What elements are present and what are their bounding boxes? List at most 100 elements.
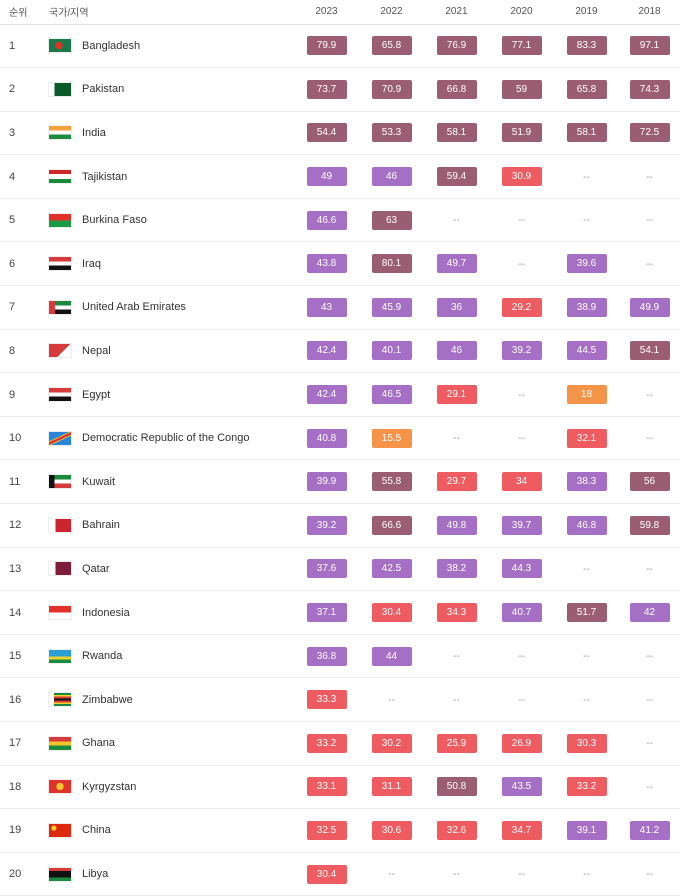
country-name[interactable]: Iraq [82, 257, 101, 270]
country-name[interactable]: Zimbabwe [82, 693, 133, 706]
value-badge: 54.4 [306, 123, 347, 143]
value-badge: 33.2 [566, 777, 607, 797]
country-name[interactable]: United Arab Emirates [82, 301, 186, 314]
country-name[interactable]: Indonesia [82, 606, 130, 619]
country-name[interactable]: India [82, 126, 106, 139]
table-row[interactable]: 5 Burkina Faso 46.6 63 -- -- -- -- [0, 198, 680, 242]
year-value-cell: -- [619, 765, 680, 809]
year-value-cell: -- [619, 678, 680, 722]
country-name[interactable]: Qatar [82, 562, 110, 575]
year-column-header[interactable]: 2020 [489, 0, 554, 25]
table-row[interactable]: 1 Bangladesh 79.9 65.8 76.9 77.1 83.3 97.1 [0, 24, 680, 68]
value-badge: 39.1 [566, 820, 607, 840]
value-badge: 40.7 [501, 603, 542, 623]
table-row[interactable]: 4 Tajikistan 49 46 59.4 30.9 -- -- [0, 155, 680, 199]
dr-congo-flag-icon [48, 430, 72, 446]
country-name[interactable]: Kyrgyzstan [82, 780, 137, 793]
country-name[interactable]: Kuwait [82, 475, 116, 488]
table-row[interactable]: 8 Nepal 42.4 40.1 46 39.2 44.5 54.1 [0, 329, 680, 373]
value-badge: 66.6 [371, 515, 412, 535]
libya-flag-icon [48, 866, 72, 882]
year-value-cell: 39.9 [294, 460, 359, 504]
year-column-header[interactable]: 2018 [619, 0, 680, 25]
value-badge: 44 [371, 646, 412, 666]
empty-value: -- [646, 651, 653, 663]
year-value-cell: 32.1 [554, 416, 619, 460]
table-row[interactable]: 10 Democratic Republic of the Congo 40.8 15… [0, 416, 680, 460]
table-row[interactable]: 2 Pakistan 73.7 70.9 66.8 59 65.8 74.3 [0, 68, 680, 112]
table-row[interactable]: 7 United Arab Emirates 43 45.9 36 29.2 38.9 49.… [0, 286, 680, 330]
table-row[interactable]: 6 Iraq 43.8 80.1 49.7 -- 39.6 -- [0, 242, 680, 286]
value-badge: 30.2 [371, 733, 412, 753]
year-value-cell: 37.6 [294, 547, 359, 591]
country-column-header[interactable]: 국가/지역 [48, 0, 294, 25]
year-value-cell: 97.1 [619, 24, 680, 68]
table-row[interactable]: 13 Qatar 37.6 42.5 38.2 44.3 -- -- [0, 547, 680, 591]
year-value-cell: 42 [619, 591, 680, 635]
country-name[interactable]: Bahrain [82, 519, 120, 532]
year-value-cell: 45.9 [359, 286, 424, 330]
year-value-cell: 44.3 [489, 547, 554, 591]
value-badge: 32.1 [566, 428, 607, 448]
year-column-header[interactable]: 2023 [294, 0, 359, 25]
year-value-cell: 46.8 [554, 504, 619, 548]
table-row[interactable]: 20 Libya 30.4 -- -- -- -- -- [0, 852, 680, 896]
empty-value: -- [518, 694, 525, 706]
tajikistan-flag-icon [48, 169, 72, 185]
value-badge: 25.9 [436, 733, 477, 753]
value-badge: 77.1 [501, 36, 542, 56]
value-badge: 39.2 [501, 341, 542, 361]
country-name[interactable]: Bangladesh [82, 39, 141, 52]
year-column-header[interactable]: 2022 [359, 0, 424, 25]
rank-cell: 2 [9, 83, 16, 96]
country-name[interactable]: China [82, 824, 111, 837]
table-row[interactable]: 15 Rwanda 36.8 44 -- -- -- -- [0, 634, 680, 678]
table-row[interactable]: 18 Kyrgyzstan 33.1 31.1 50.8 43.5 33.2 -- [0, 765, 680, 809]
table-row[interactable]: 14 Indonesia 37.1 30.4 34.3 40.7 51.7 42 [0, 591, 680, 635]
year-value-cell: -- [619, 852, 680, 896]
table-row[interactable]: 11 Kuwait 39.9 55.8 29.7 34 38.3 56 [0, 460, 680, 504]
empty-value: -- [453, 651, 460, 663]
year-column-header[interactable]: 2021 [424, 0, 489, 25]
country-name[interactable]: Pakistan [82, 83, 125, 96]
table-row[interactable]: 3 India 54.4 53.3 58.1 51.9 58.1 72.5 [0, 111, 680, 155]
year-column-header[interactable]: 2019 [554, 0, 619, 25]
year-value-cell: 42.4 [294, 329, 359, 373]
rank-cell: 7 [9, 301, 16, 314]
value-badge: 29.1 [436, 385, 477, 405]
value-badge: 59 [501, 79, 542, 99]
value-badge: 31.1 [371, 777, 412, 797]
year-value-cell: -- [619, 155, 680, 199]
empty-value: -- [518, 433, 525, 445]
country-name[interactable]: Libya [82, 868, 109, 881]
value-badge: 34.3 [436, 603, 477, 623]
empty-value: -- [518, 215, 525, 227]
country-name[interactable]: Democratic Republic of the Congo [82, 432, 250, 445]
year-value-cell: 42.4 [294, 373, 359, 417]
empty-value: -- [388, 694, 395, 706]
rank-column-header[interactable]: 순위 [0, 0, 48, 25]
table-row[interactable]: 19 China 32.5 30.6 32.6 34.7 39.1 41.2 [0, 809, 680, 853]
country-name[interactable]: Tajikistan [82, 170, 128, 183]
year-value-cell: 36.8 [294, 634, 359, 678]
value-badge: 30.3 [566, 733, 607, 753]
burkina-faso-flag-icon [48, 212, 72, 228]
country-name[interactable]: Egypt [82, 388, 111, 401]
year-value-cell: 43 [294, 286, 359, 330]
country-cell: India [48, 111, 294, 155]
country-name[interactable]: Burkina Faso [82, 214, 147, 227]
table-row[interactable]: 12 Bahrain 39.2 66.6 49.8 39.7 46.8 59.8 [0, 504, 680, 548]
country-name[interactable]: Nepal [82, 344, 111, 357]
year-value-cell: 70.9 [359, 68, 424, 112]
table-row[interactable]: 16 Zimbabwe 33.3 -- -- -- -- -- [0, 678, 680, 722]
table-row[interactable]: 17 Ghana 33.2 30.2 25.9 26.9 30.3 -- [0, 722, 680, 766]
rank-cell: 4 [9, 170, 16, 183]
year-value-cell: 39.1 [554, 809, 619, 853]
country-name[interactable]: Rwanda [82, 650, 123, 663]
country-name[interactable]: Ghana [82, 737, 116, 750]
value-badge: 51.7 [566, 603, 607, 623]
value-badge: 39.9 [306, 472, 347, 492]
table-row[interactable]: 9 Egypt 42.4 46.5 29.1 -- 18 -- [0, 373, 680, 417]
year-value-cell: 46.5 [359, 373, 424, 417]
year-value-cell: 46 [359, 155, 424, 199]
